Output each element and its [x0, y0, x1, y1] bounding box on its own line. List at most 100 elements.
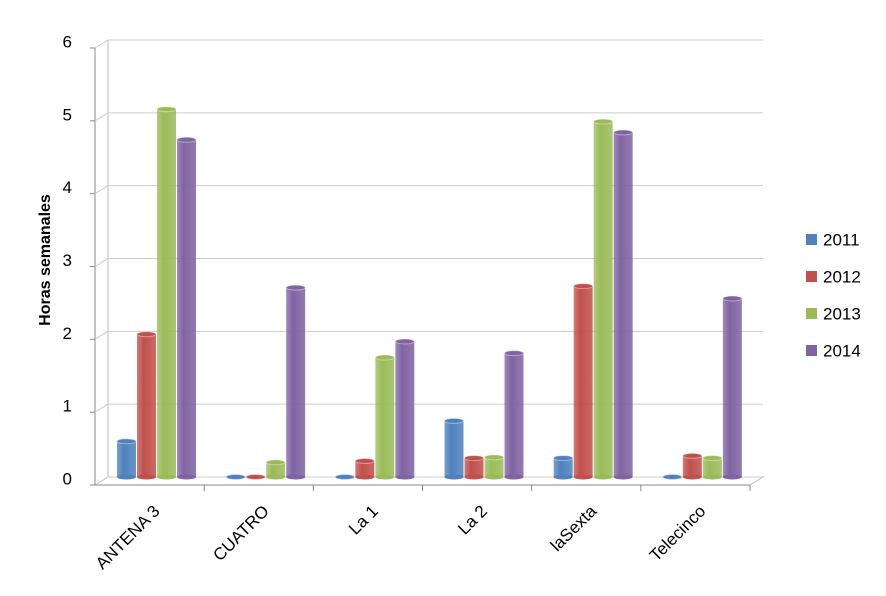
grid-line	[94, 258, 763, 267]
bar-body	[484, 457, 504, 477]
bar-bottom	[157, 474, 176, 480]
bar-body	[702, 458, 722, 477]
bar-bottom	[286, 474, 306, 480]
bar-bottom	[355, 474, 375, 480]
bar-bottom	[444, 474, 464, 480]
bar-top	[225, 474, 246, 480]
y-axis-label: Horas semanales	[37, 194, 54, 326]
y-tick-label: 1	[63, 397, 72, 416]
bar-top	[593, 118, 614, 125]
x-tick-label: La 1	[345, 502, 382, 539]
bar-top	[334, 474, 355, 480]
bar-bottom	[553, 474, 573, 480]
bar-body	[593, 121, 613, 477]
bar-body	[722, 298, 742, 477]
bar	[374, 354, 395, 480]
bar	[354, 457, 375, 480]
bar	[682, 452, 703, 480]
x-tick-label: La 2	[454, 502, 491, 539]
legend-swatch	[806, 345, 817, 356]
floor	[93, 476, 765, 486]
x-tick-label: laSexta	[547, 501, 601, 555]
bar-bottom	[682, 474, 702, 480]
legend-swatch	[806, 234, 817, 245]
bar-body	[286, 287, 306, 477]
bar-body	[355, 460, 375, 477]
bar-body	[553, 458, 573, 477]
bar-bottom	[177, 474, 196, 480]
bar	[722, 295, 743, 480]
bar-top	[116, 438, 137, 445]
x-tick-label: Telecinco	[646, 502, 710, 566]
bar-body	[573, 286, 593, 477]
bar-body	[464, 458, 484, 477]
bar-bottom	[137, 474, 156, 480]
bar	[394, 338, 415, 480]
bar	[553, 455, 574, 480]
bar	[464, 455, 484, 480]
bar-top	[702, 455, 723, 462]
bar	[484, 454, 504, 480]
bar-body	[395, 341, 415, 477]
bar-top	[613, 129, 634, 136]
grid-line	[94, 330, 763, 340]
bar	[593, 118, 614, 480]
y-tick-label: 3	[63, 251, 72, 270]
y-tick-label: 2	[63, 324, 72, 343]
bar-top	[573, 283, 594, 290]
bar	[176, 136, 197, 480]
bar-top	[504, 350, 524, 357]
bar-top	[156, 106, 177, 113]
bar-top	[484, 454, 504, 461]
legend-label: 2012	[823, 267, 861, 286]
bar-bottom	[484, 474, 504, 480]
bar-body	[157, 109, 176, 478]
grid-line	[94, 112, 763, 122]
bar	[444, 417, 464, 480]
grid-line	[94, 476, 763, 486]
bar	[334, 474, 355, 480]
x-tick-label: ANTENA 3	[92, 502, 164, 574]
bar	[136, 331, 157, 480]
bar-top	[682, 452, 703, 459]
bar-top	[444, 417, 464, 424]
bar-body	[177, 139, 196, 477]
bar-top	[464, 455, 484, 462]
bar-top	[374, 354, 395, 361]
y-tick-label: 6	[63, 32, 72, 51]
bar-top	[394, 338, 415, 345]
bar-top	[245, 474, 266, 480]
legend-label: 2013	[823, 304, 861, 323]
bar	[265, 459, 286, 480]
bar-bottom	[117, 474, 136, 480]
y-tick-label: 4	[63, 178, 72, 197]
bar-top	[136, 331, 157, 338]
bar	[225, 474, 246, 480]
bar	[613, 129, 634, 480]
bar-bottom	[722, 474, 742, 480]
bar-bottom	[613, 474, 633, 480]
y-tick-label: 0	[63, 469, 72, 488]
bar-body	[117, 441, 136, 477]
grid-line	[94, 403, 763, 413]
bar-bottom	[395, 474, 415, 480]
bar-bottom	[464, 474, 484, 480]
bar-body	[504, 353, 524, 477]
legend-label: 2011	[823, 230, 860, 249]
bar-top	[722, 295, 743, 302]
bar-top	[662, 474, 683, 480]
legend-label: 2014	[823, 341, 861, 360]
bar-bottom	[266, 474, 286, 480]
bar	[662, 474, 683, 480]
bar-bottom	[573, 474, 593, 480]
bar-body	[682, 455, 702, 477]
bar	[702, 455, 723, 480]
bar-body	[444, 420, 464, 477]
bar-bottom	[593, 474, 613, 480]
bar-body	[137, 334, 156, 477]
bar	[285, 284, 306, 480]
bar-top	[285, 284, 306, 291]
y-tick-label: 5	[63, 105, 72, 124]
grid-line	[94, 185, 763, 195]
